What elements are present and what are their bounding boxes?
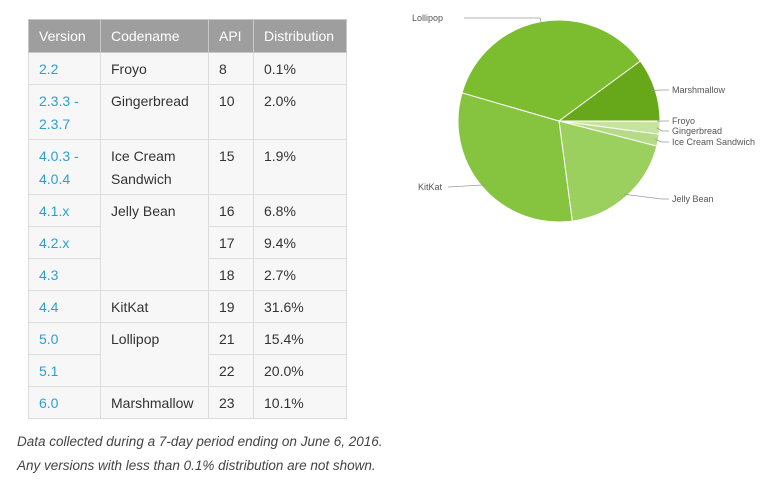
api-cell: 19 <box>208 290 254 323</box>
api-cell: 18 <box>208 258 254 291</box>
leader-line <box>623 193 669 200</box>
version-link[interactable]: 4.0.3 - 4.0.4 <box>28 139 101 195</box>
table-row: 4.2.x 17 9.4% <box>28 226 347 259</box>
caption-line-1: Data collected during a 7-day period end… <box>17 434 383 449</box>
codename-cell: Lollipop <box>100 322 209 387</box>
leader-line <box>656 127 669 132</box>
leader-line <box>447 184 485 188</box>
table-row: 4.0.3 - 4.0.4 Ice Cream Sandwich 15 1.9% <box>28 139 347 195</box>
api-cell: 22 <box>208 354 254 387</box>
leader-line <box>655 139 669 143</box>
slice-label: Ice Cream Sandwich <box>672 137 755 147</box>
api-cell: 15 <box>208 139 254 195</box>
version-link[interactable]: 2.3.3 - 2.3.7 <box>28 84 101 140</box>
table-row: 6.0 Marshmallow 23 10.1% <box>28 386 347 419</box>
codename-cell: KitKat <box>100 290 209 323</box>
distribution-cell: 15.4% <box>253 322 347 355</box>
table-header-row: Version Codename API Distribution <box>28 19 347 53</box>
distribution-cell: 6.8% <box>253 194 347 227</box>
codename-cell: Marshmallow <box>100 386 209 419</box>
caption-line-2: Any versions with less than 0.1% distrib… <box>17 458 376 473</box>
leader-line <box>464 17 543 25</box>
table-row: 2.2 Froyo 8 0.1% <box>28 52 347 85</box>
api-cell: 8 <box>208 52 254 85</box>
table-row: 4.1.x Jelly Bean 16 6.8% <box>28 194 347 291</box>
pie-slice-kitkat <box>457 92 573 223</box>
api-cell: 17 <box>208 226 254 259</box>
codename-cell: Ice Cream Sandwich <box>100 139 209 195</box>
version-link[interactable]: 4.3 <box>28 258 101 291</box>
pie-chart: Froyo Gingerbread Ice Cream Sandwich Jelly … <box>390 0 780 260</box>
table-row: 4.3 18 2.7% <box>28 258 347 291</box>
pie-slice-jelly-bean <box>558 120 658 222</box>
version-link[interactable]: 5.0 <box>28 322 101 355</box>
version-link[interactable]: 2.2 <box>28 52 101 85</box>
header-api: API <box>208 19 254 53</box>
distribution-table: Version Codename API Distribution 2.2 Fr… <box>28 19 347 419</box>
codename-cell: Jelly Bean <box>100 194 209 291</box>
api-cell: 10 <box>208 84 254 140</box>
slice-label: Jelly Bean <box>672 194 714 204</box>
slice-label: Lollipop <box>412 13 443 23</box>
version-link[interactable]: 4.1.x <box>28 194 101 227</box>
slice-label: Froyo <box>672 116 695 126</box>
distribution-cell: 20.0% <box>253 354 347 387</box>
distribution-cell: 2.0% <box>253 84 347 140</box>
version-link[interactable]: 6.0 <box>28 386 101 419</box>
header-version: Version <box>28 19 101 53</box>
slice-label: Marshmallow <box>672 85 726 95</box>
distribution-cell: 9.4% <box>253 226 347 259</box>
distribution-cell: 0.1% <box>253 52 347 85</box>
table-row: 4.4 KitKat 19 31.6% <box>28 290 347 323</box>
header-codename: Codename <box>100 19 209 53</box>
version-link[interactable]: 4.4 <box>28 290 101 323</box>
version-link[interactable]: 4.2.x <box>28 226 101 259</box>
api-cell: 16 <box>208 194 254 227</box>
api-cell: 21 <box>208 322 254 355</box>
distribution-cell: 10.1% <box>253 386 347 419</box>
distribution-cell: 1.9% <box>253 139 347 195</box>
slice-label: Gingerbread <box>672 126 722 136</box>
header-distribution: Distribution <box>253 19 347 53</box>
distribution-cell: 31.6% <box>253 290 347 323</box>
table-row: 5.0 Lollipop 21 15.4% <box>28 322 347 387</box>
api-cell: 23 <box>208 386 254 419</box>
codename-cell: Froyo <box>100 52 209 85</box>
codename-cell: Gingerbread <box>100 84 209 140</box>
slice-label: KitKat <box>418 182 443 192</box>
table-row: 2.3.3 - 2.3.7 Gingerbread 10 2.0% <box>28 84 347 140</box>
version-link[interactable]: 5.1 <box>28 354 101 387</box>
table-row: 5.1 22 20.0% <box>28 354 347 387</box>
distribution-cell: 2.7% <box>253 258 347 291</box>
